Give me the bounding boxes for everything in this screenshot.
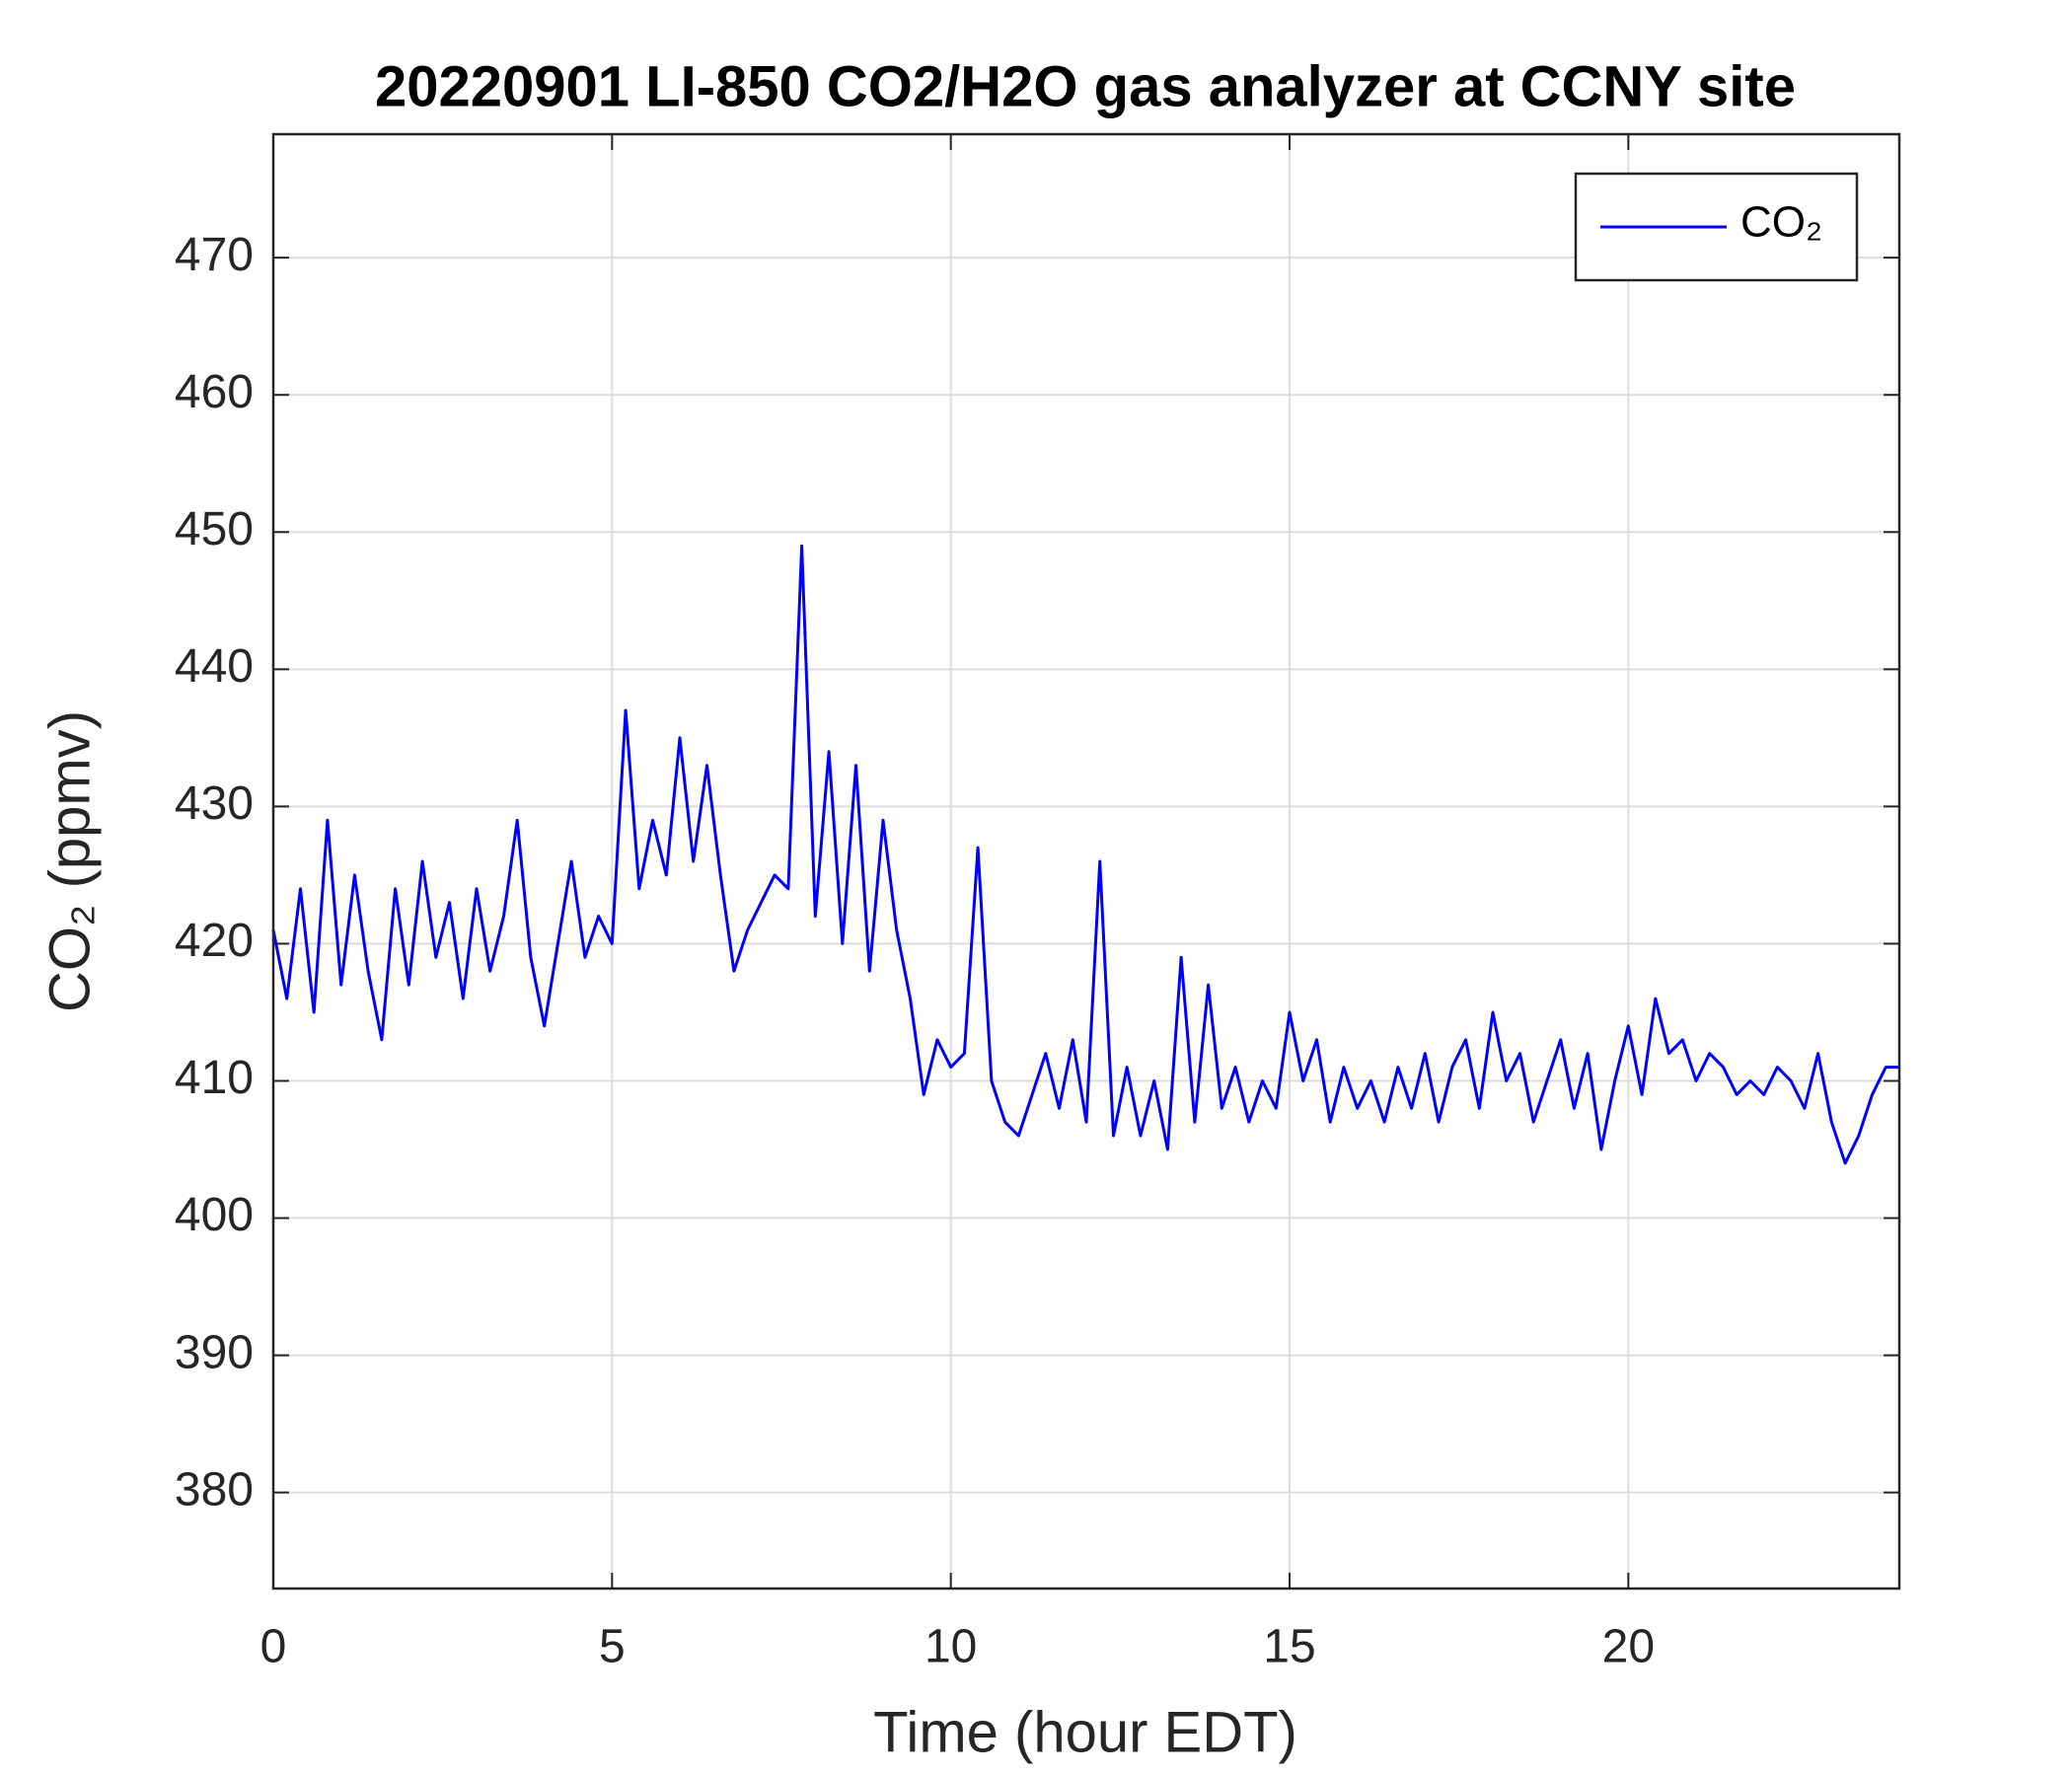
y-tick-label: 390 <box>175 1326 254 1378</box>
y-tick-label: 380 <box>175 1463 254 1516</box>
x-tick-label: 5 <box>599 1621 626 1673</box>
x-tick-label: 0 <box>260 1621 287 1673</box>
y-tick-label: 420 <box>175 915 254 967</box>
y-tick-label: 450 <box>175 503 254 555</box>
data-line <box>271 544 1899 1165</box>
x-axis-label: Time (hour EDT) <box>873 1700 1297 1764</box>
y-tick-label: 460 <box>175 366 254 418</box>
plot-area <box>273 134 1899 1589</box>
y-tick-label: 430 <box>175 777 254 830</box>
x-tick-label: 10 <box>925 1621 977 1673</box>
y-tick-label: 470 <box>175 229 254 281</box>
y-axis-label: CO₂ (ppmv) <box>37 710 102 1012</box>
axes-box <box>271 132 1901 1591</box>
x-tick-label: 20 <box>1602 1621 1655 1673</box>
x-tick-label: 15 <box>1263 1621 1315 1673</box>
y-tick-label: 400 <box>175 1189 254 1241</box>
y-tick-label: 440 <box>175 640 254 693</box>
y-tick-label: 410 <box>175 1052 254 1104</box>
legend-label: CO₂ <box>1740 198 1822 247</box>
chart-title: 20220901 LI-850 CO2/H2O gas analyzer at … <box>375 54 1796 118</box>
